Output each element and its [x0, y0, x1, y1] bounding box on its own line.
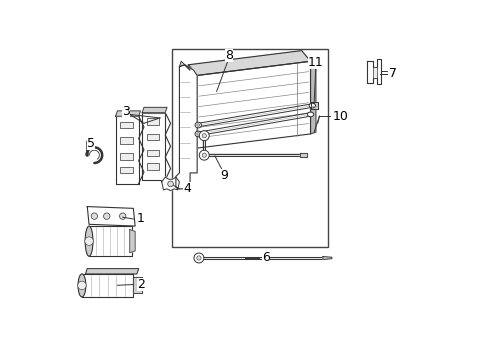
- Text: 2: 2: [137, 278, 145, 291]
- Bar: [120, 122, 133, 128]
- Polygon shape: [142, 107, 167, 113]
- Polygon shape: [323, 257, 332, 260]
- Polygon shape: [311, 59, 316, 134]
- Circle shape: [120, 213, 126, 219]
- Polygon shape: [368, 59, 381, 84]
- Polygon shape: [188, 65, 197, 148]
- Circle shape: [168, 181, 173, 187]
- Text: 10: 10: [333, 110, 349, 123]
- Ellipse shape: [195, 122, 201, 128]
- Bar: [120, 153, 133, 160]
- Ellipse shape: [78, 274, 86, 297]
- Bar: [147, 163, 159, 170]
- Polygon shape: [179, 61, 190, 70]
- Polygon shape: [311, 102, 318, 109]
- Ellipse shape: [197, 124, 199, 126]
- Polygon shape: [142, 113, 165, 180]
- Circle shape: [197, 256, 201, 260]
- Text: 8: 8: [225, 49, 233, 62]
- Text: 4: 4: [183, 183, 191, 195]
- Polygon shape: [85, 269, 139, 274]
- Polygon shape: [198, 113, 311, 136]
- Bar: [147, 118, 159, 125]
- Polygon shape: [82, 274, 133, 297]
- Ellipse shape: [307, 112, 314, 117]
- Circle shape: [199, 150, 209, 160]
- Polygon shape: [197, 61, 311, 148]
- Polygon shape: [89, 226, 132, 256]
- Polygon shape: [87, 207, 135, 226]
- Bar: [120, 137, 133, 144]
- Ellipse shape: [197, 133, 199, 135]
- Text: 9: 9: [220, 169, 228, 182]
- Bar: [373, 67, 377, 78]
- Circle shape: [202, 153, 206, 157]
- Circle shape: [85, 237, 93, 246]
- Circle shape: [202, 134, 206, 138]
- Text: 3: 3: [122, 105, 130, 118]
- Text: 5: 5: [87, 138, 95, 150]
- Ellipse shape: [309, 103, 316, 108]
- Polygon shape: [133, 278, 142, 293]
- Bar: [147, 150, 159, 157]
- Text: 7: 7: [389, 67, 397, 80]
- Polygon shape: [188, 51, 311, 76]
- Circle shape: [78, 281, 86, 290]
- Circle shape: [103, 213, 110, 219]
- Text: 6: 6: [262, 252, 270, 265]
- Circle shape: [199, 131, 209, 141]
- Polygon shape: [300, 153, 307, 157]
- Circle shape: [91, 213, 98, 219]
- Polygon shape: [198, 104, 312, 127]
- Bar: [120, 167, 133, 174]
- Polygon shape: [176, 65, 197, 189]
- Polygon shape: [162, 177, 179, 191]
- Bar: [147, 134, 159, 140]
- Polygon shape: [130, 230, 135, 253]
- Text: 11: 11: [308, 56, 324, 69]
- Bar: [172, 49, 328, 247]
- Polygon shape: [116, 116, 139, 184]
- Ellipse shape: [85, 226, 93, 256]
- Text: 1: 1: [137, 212, 145, 225]
- Polygon shape: [116, 111, 141, 116]
- Ellipse shape: [195, 131, 201, 137]
- Circle shape: [194, 253, 204, 263]
